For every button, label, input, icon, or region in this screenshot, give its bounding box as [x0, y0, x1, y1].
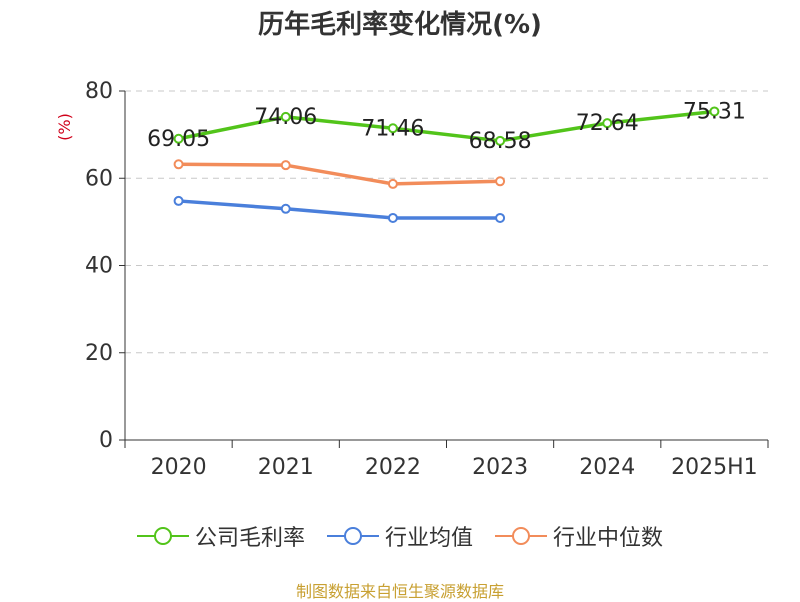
- data-point: [495, 212, 506, 223]
- data-point: [173, 195, 184, 206]
- legend-label: 行业中位数: [553, 526, 664, 551]
- data-label: 72.64: [576, 111, 639, 136]
- data-label: 75.31: [683, 99, 746, 124]
- legend: 公司毛利率 行业均值 行业中位数: [0, 520, 800, 552]
- data-point: [602, 118, 613, 129]
- data-point: [280, 203, 291, 214]
- data-point: [280, 160, 291, 171]
- data-point: [280, 111, 291, 122]
- data-label: 69.05: [147, 127, 210, 152]
- series-line-0: [178, 109, 715, 143]
- data-point: [173, 159, 184, 170]
- data-label: 68.58: [469, 129, 532, 154]
- series-lines: [173, 106, 720, 223]
- legend-marker: [512, 527, 530, 545]
- legend-item: 公司毛利率: [136, 520, 305, 552]
- data-point: [495, 135, 506, 146]
- x-tick-label: 2023: [472, 455, 528, 480]
- legend-swatch: [495, 527, 547, 545]
- data-point: [387, 123, 398, 134]
- grid-lines: [125, 90, 768, 354]
- legend-swatch: [136, 527, 189, 545]
- chart-title: 历年毛利率变化情况(%): [258, 10, 542, 40]
- legend-item: 行业均值: [326, 520, 473, 552]
- y-tick-label: 20: [85, 341, 113, 366]
- data-point: [709, 106, 720, 117]
- data-point: [387, 212, 398, 223]
- data-point: [173, 133, 184, 144]
- x-tick-label: 2025H1: [671, 455, 758, 480]
- y-tick-label: 40: [85, 254, 113, 279]
- x-tick-label: 2022: [365, 455, 421, 480]
- data-labels: 69.05 74.06 71.46 68.58 72.64 75.31: [147, 99, 746, 153]
- series-line-2: [178, 162, 501, 186]
- x-tick-label: 2020: [151, 455, 207, 480]
- legend-item: 行业中位数: [495, 520, 663, 552]
- series-line-1: [178, 199, 501, 220]
- legend-marker: [343, 527, 362, 545]
- axes: 0 20 40 60 80 (%) 2020 2021 2022 2023 2024 2025H1: [55, 79, 769, 480]
- y-tick-label: 60: [85, 166, 113, 191]
- legend-label: 行业均值: [384, 526, 473, 551]
- source-note: 制图数据来自恒生聚源数据库: [295, 582, 504, 601]
- legend-label: 公司毛利率: [194, 526, 305, 551]
- x-tick-label: 2021: [258, 455, 314, 480]
- data-label: 71.46: [361, 116, 424, 141]
- legend-marker: [153, 527, 172, 545]
- data-point: [495, 176, 506, 187]
- data-point: [387, 178, 398, 189]
- x-tick-label: 2024: [579, 455, 635, 480]
- y-tick-label: 80: [85, 79, 113, 104]
- legend-swatch: [326, 527, 379, 545]
- data-label: 74.06: [254, 105, 317, 130]
- y-tick-label: 0: [99, 428, 113, 453]
- y-axis-title: (%): [55, 113, 74, 141]
